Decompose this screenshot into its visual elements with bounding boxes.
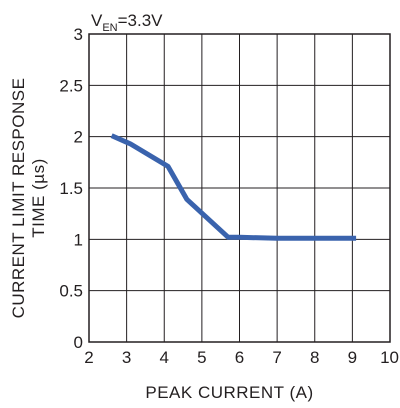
x-tick-label: 8 — [310, 348, 319, 367]
x-tick-labels: 2 3 4 5 6 7 8 9 10 — [84, 348, 399, 367]
y-tick-label: 3 — [74, 25, 83, 44]
x-tick-label: 10 — [380, 348, 399, 367]
y-axis-label-line1: CURRENT LIMIT RESPONSE — [9, 78, 28, 319]
series-group — [110, 133, 357, 241]
y-tick-label: 0 — [74, 333, 83, 352]
y-tick-label: 0.5 — [59, 282, 83, 301]
y-tick-labels: 0 0.5 1 1.5 2 2.5 3 — [59, 25, 83, 352]
y-axis-label-line2: TIME (µs) — [29, 158, 48, 237]
x-tick-label: 9 — [348, 348, 357, 367]
y-tick-label: 2 — [74, 128, 83, 147]
x-tick-label: 7 — [272, 348, 281, 367]
annotation-ven: VEN=3.3V — [91, 11, 163, 34]
y-tick-label: 2.5 — [59, 76, 83, 95]
x-tick-label: 2 — [84, 348, 93, 367]
x-tick-label: 5 — [197, 348, 206, 367]
x-tick-label: 6 — [235, 348, 244, 367]
x-tick-label: 3 — [122, 348, 131, 367]
x-axis-label: PEAK CURRENT (A) — [145, 383, 313, 402]
y-tick-label: 1 — [74, 230, 83, 249]
series-line — [110, 133, 357, 241]
gridlines — [89, 34, 390, 342]
x-tick-label: 4 — [160, 348, 169, 367]
y-tick-label: 1.5 — [59, 179, 83, 198]
plot-frame — [88, 33, 391, 343]
